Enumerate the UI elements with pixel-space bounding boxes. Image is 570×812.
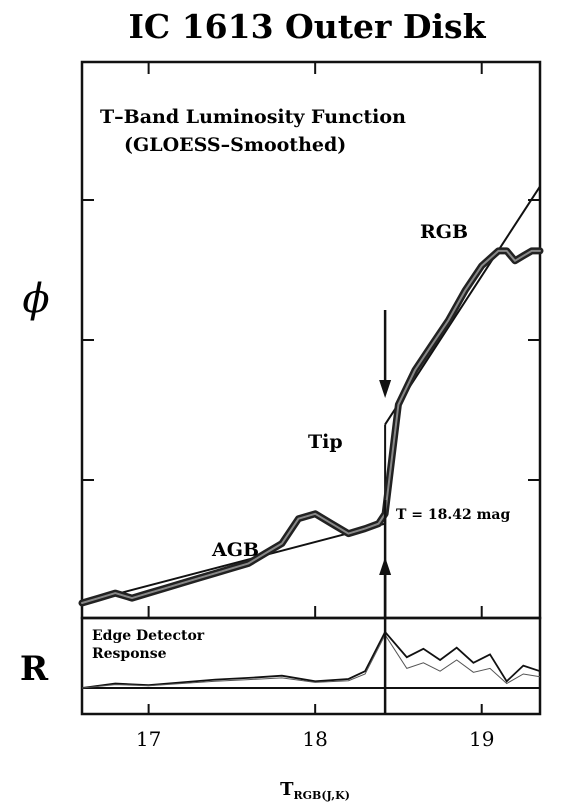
x-tick-label: 19 <box>469 727 494 751</box>
agb-label: AGB <box>211 539 259 561</box>
x-tick-label: 18 <box>302 727 327 751</box>
x-axis-label-subscript: RGB <box>294 789 322 802</box>
arrow-down-head <box>379 380 392 398</box>
rgb-label: RGB <box>420 221 468 243</box>
edge-detector-label-2: Response <box>92 646 167 662</box>
x-tick-marks: 17 18 19 <box>136 62 494 751</box>
y-axis-label-phi: ϕ <box>22 276 49 322</box>
chart-title: IC 1613 Outer Disk <box>129 7 487 46</box>
tip-value-label: T = 18.42 mag <box>396 507 510 523</box>
arrow-up-head <box>379 557 392 575</box>
edge-response-line-1 <box>81 630 541 689</box>
lower-panel-frame <box>80 616 542 716</box>
x-axis-label-subscript-bands: (J,K) <box>321 789 350 802</box>
x-axis-label-main: T <box>280 779 294 800</box>
luminosity-function-line <box>78 247 544 607</box>
agb-fit-line <box>81 522 386 605</box>
x-axis-label: TRGB(J,K) <box>280 779 350 802</box>
luminosity-function-highlight <box>81 249 541 604</box>
edge-detector-label-1: Edge Detector <box>92 628 205 644</box>
y-axis-label-r: R <box>20 649 49 689</box>
annotation-line-2: (GLOESS–Smoothed) <box>124 134 346 156</box>
annotation-line-1: T–Band Luminosity Function <box>100 106 406 128</box>
edge-response-line-2 <box>81 633 541 689</box>
tip-label: Tip <box>308 431 343 453</box>
x-tick-label: 17 <box>136 727 161 751</box>
